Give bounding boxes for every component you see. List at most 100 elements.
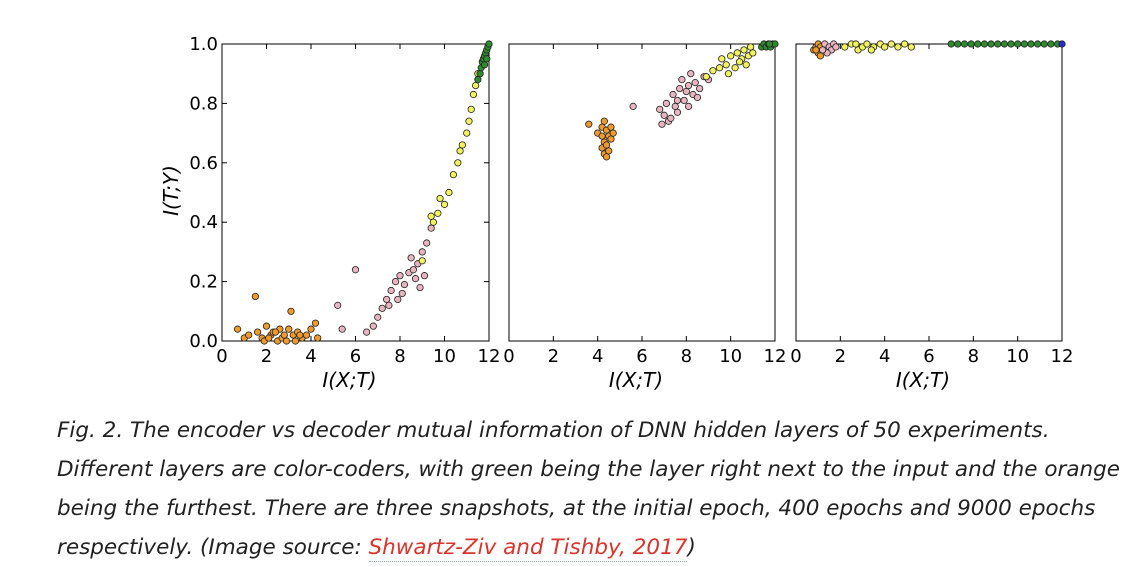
data-point-pink — [363, 328, 371, 336]
data-point-pink — [682, 87, 690, 96]
data-point-green — [1020, 40, 1028, 48]
data-point-orange — [812, 46, 820, 54]
x-tick-label: 8 — [394, 346, 405, 367]
data-point-yellow — [718, 55, 726, 63]
data-point-yellow — [418, 257, 426, 265]
data-point-green — [1047, 40, 1055, 48]
data-point-yellow — [749, 49, 757, 57]
y-tick-label: 0.8 — [189, 93, 218, 114]
data-point-green — [960, 40, 969, 48]
data-point-green — [1007, 40, 1015, 48]
data-point-yellow — [887, 40, 895, 48]
data-point-green — [980, 40, 989, 48]
data-point-yellow — [454, 159, 462, 167]
x-tick-label: 4 — [305, 346, 316, 367]
y-tick-label: 0.6 — [189, 153, 218, 174]
data-point-yellow — [867, 46, 875, 54]
chart-panel-3: 0 2 4 6 8 10 12 I(X;T) — [790, 40, 1074, 392]
data-point-orange — [251, 292, 259, 301]
data-point-yellow — [894, 43, 902, 51]
data-point-yellow — [456, 147, 464, 155]
data-point-yellow — [747, 43, 755, 51]
data-point-pink — [658, 120, 666, 128]
data-point-orange — [265, 334, 273, 342]
data-point-yellow — [709, 67, 717, 75]
data-point-pink — [409, 266, 417, 274]
x-tick-label: 10 — [433, 346, 456, 367]
data-point-pink — [673, 96, 682, 105]
x-axis-label: I(X;T) — [609, 368, 663, 392]
data-point-green — [994, 40, 1002, 48]
data-point-orange — [233, 325, 242, 333]
x-tick-label: 8 — [681, 346, 692, 367]
data-point-orange — [607, 123, 615, 131]
data-point-yellow — [727, 52, 735, 60]
x-tick-label: 6 — [923, 346, 934, 367]
data-point-pink — [383, 295, 391, 304]
data-point-pink — [684, 81, 693, 90]
data-point-pink — [391, 277, 400, 286]
source-link[interactable]: Shwartz-Ziv and Tishby, 2017 — [368, 535, 688, 562]
data-point-pink — [416, 283, 424, 292]
data-point-green — [1034, 40, 1042, 48]
x-axis-label: I(X;T) — [896, 368, 950, 392]
data-point-pink — [378, 304, 386, 312]
data-point-yellow — [472, 81, 480, 90]
x-tick-label: 8 — [968, 346, 979, 367]
data-point-orange — [271, 328, 279, 336]
data-point-pink — [427, 224, 435, 232]
data-point-green — [987, 40, 995, 48]
y-tick-label: 0.4 — [189, 212, 218, 233]
data-point-green — [1000, 40, 1008, 48]
data-point-orange — [245, 331, 253, 339]
scatter-figure: 0 2 4 6 8 10 120.00.20.40.60.81.0I(X;T)I(T;Y)0… — [159, 34, 1074, 392]
data-point-yellow — [702, 73, 710, 81]
x-tick-label: 4 — [592, 346, 603, 367]
data-point-pink — [671, 102, 679, 110]
data-point-orange — [609, 129, 617, 137]
data-point-yellow — [465, 117, 473, 125]
data-point-yellow — [715, 64, 724, 72]
data-point-yellow — [722, 61, 730, 69]
x-tick-label: 12 — [1051, 346, 1074, 367]
x-tick-label: 0 — [216, 346, 227, 367]
data-point-orange — [605, 147, 613, 155]
data-point-yellow — [852, 40, 860, 48]
data-point-yellow — [733, 49, 741, 57]
data-point-pink — [423, 239, 431, 247]
data-point-pink — [398, 289, 406, 298]
data-point-orange — [282, 337, 291, 345]
data-point-orange — [287, 307, 295, 315]
y-tick-label: 0.0 — [189, 331, 218, 352]
x-axis-label: I(X;T) — [322, 368, 376, 392]
data-point-pink — [818, 46, 827, 54]
data-point-pink — [420, 272, 429, 280]
x-tick-label: 0 — [503, 346, 514, 367]
data-point-orange — [280, 331, 288, 339]
y-tick-label: 0.2 — [189, 272, 218, 293]
data-point-orange — [602, 141, 611, 149]
data-point-green — [967, 40, 975, 48]
data-point-green — [947, 40, 955, 48]
data-point-pink — [687, 70, 695, 78]
data-point-pink — [691, 79, 699, 87]
data-point-pink — [696, 84, 704, 93]
data-point-yellow — [740, 46, 748, 54]
data-point-pink — [656, 105, 664, 113]
data-point-yellow — [436, 194, 444, 203]
data-point-yellow — [907, 43, 915, 51]
y-tick-label: 1.0 — [189, 34, 218, 55]
data-point-yellow — [463, 129, 471, 137]
x-tick-label: 6 — [636, 346, 647, 367]
data-point-pink — [678, 76, 686, 84]
data-point-orange — [285, 325, 293, 333]
data-point-yellow — [434, 209, 442, 217]
data-point-orange — [585, 120, 593, 128]
data-point-pink — [684, 102, 693, 110]
data-point-green — [476, 70, 484, 78]
data-point-green — [480, 61, 489, 69]
data-point-green — [1014, 40, 1022, 48]
data-point-pink — [334, 301, 342, 309]
x-tick-label: 10 — [719, 346, 742, 367]
plot-frame — [795, 43, 1063, 342]
